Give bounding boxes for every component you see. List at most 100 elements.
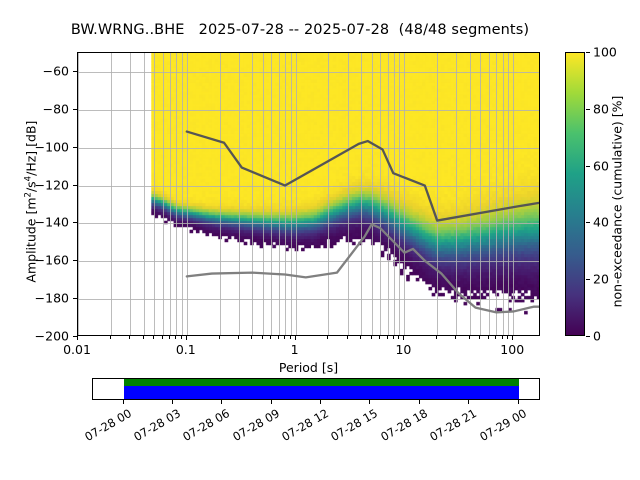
time-coverage-bar[interactable]	[92, 378, 540, 400]
y-tick-major	[73, 222, 77, 224]
gridline-horizontal	[78, 71, 539, 73]
y-tick-major	[73, 260, 77, 262]
x-tick-label: 10	[395, 342, 412, 357]
x-tick-minor	[379, 336, 381, 339]
gridline-vertical	[508, 53, 510, 335]
gridline-vertical	[399, 53, 401, 335]
gridline-vertical	[162, 53, 164, 335]
gridline-vertical	[489, 53, 491, 335]
gridline-vertical	[513, 53, 515, 335]
y-tick-label: −200	[34, 328, 69, 344]
x-tick-minor	[327, 336, 329, 339]
x-tick-minor	[175, 336, 177, 339]
x-tick-minor	[488, 336, 490, 339]
page-title: BW.WRNG..BHE 2025-07-28 -- 2025-07-28 (4…	[70, 22, 530, 38]
gridline-horizontal	[78, 299, 539, 301]
coverage-tick	[270, 400, 272, 404]
y-tick-major	[73, 146, 77, 148]
gridline-vertical	[285, 53, 287, 335]
colorbar-tick-label: 80	[593, 101, 609, 117]
x-tick-minor	[346, 336, 348, 339]
gridline-vertical	[238, 53, 240, 335]
colorbar-label: non-exceedance (cumulative) [%]	[609, 95, 625, 308]
x-tick-minor	[128, 336, 130, 339]
x-tick-minor	[360, 336, 362, 339]
y-tick-label: −60	[42, 63, 69, 79]
coverage-band-green	[123, 379, 519, 386]
x-tick-minor	[161, 336, 163, 339]
gridline-vertical	[110, 53, 112, 335]
gridline-horizontal	[78, 261, 539, 263]
coverage-tick-label: 07-28 09	[229, 406, 282, 444]
gridline-vertical	[143, 53, 145, 335]
coverage-tick	[320, 400, 321, 404]
coverage-fill	[123, 379, 519, 399]
x-tick-minor	[180, 336, 182, 339]
y-axis-label: Amplitude [m2/s4/Hz] [dB]	[23, 120, 39, 283]
colorbar-tick-label: 20	[593, 271, 609, 287]
coverage-tick	[369, 400, 371, 404]
x-tick-minor	[142, 336, 144, 339]
gridline-horizontal	[78, 109, 539, 111]
gridline-vertical	[154, 53, 156, 335]
x-tick-minor	[468, 336, 470, 339]
x-tick-major	[185, 336, 187, 340]
gridline-vertical	[271, 53, 273, 335]
gridline-vertical	[371, 53, 373, 335]
coverage-tick-label: 07-28 06	[180, 406, 233, 444]
colorbar-tick-label: 0	[593, 328, 601, 344]
gridline-vertical	[469, 53, 471, 335]
gridline-vertical	[456, 53, 458, 335]
gridline-vertical	[181, 53, 183, 335]
x-tick-minor	[398, 336, 400, 339]
coverage-tick	[418, 400, 420, 404]
x-tick-minor	[495, 336, 497, 339]
gridline-vertical	[186, 53, 188, 335]
x-tick-minor	[277, 336, 279, 339]
y-tick-label: −140	[34, 214, 69, 230]
x-tick-minor	[153, 336, 155, 339]
x-tick-minor	[392, 336, 394, 339]
colorbar-gradient	[566, 53, 584, 335]
x-tick-minor	[251, 336, 253, 339]
gridline-vertical	[502, 53, 504, 335]
gridline-vertical	[219, 53, 221, 335]
x-tick-minor	[436, 336, 438, 339]
noise-model-lines	[185, 130, 539, 314]
colorbar[interactable]	[565, 52, 585, 336]
gridline-vertical	[78, 53, 79, 335]
colorbar-tick-label: 100	[593, 44, 617, 60]
y-tick-major	[73, 298, 77, 300]
gridline-horizontal	[78, 147, 539, 149]
x-tick-minor	[370, 336, 372, 339]
coverage-tick-label: 07-28 03	[131, 406, 183, 444]
x-tick-minor	[501, 336, 503, 339]
x-tick-minor	[261, 336, 263, 339]
x-tick-label: 0.01	[63, 342, 91, 357]
y-tick-major	[73, 184, 77, 186]
y-tick-label: −160	[34, 252, 69, 268]
coverage-tick	[517, 400, 519, 404]
colorbar-tick-label: 60	[593, 158, 609, 174]
x-tick-minor	[479, 336, 481, 339]
x-tick-minor	[289, 336, 291, 339]
ppsd-plot-area[interactable]	[77, 52, 540, 336]
coverage-tick	[221, 400, 223, 404]
coverage-tick	[122, 400, 124, 404]
colorbar-tick	[586, 165, 590, 167]
gridline-vertical	[129, 53, 131, 335]
coverage-tick-label: 07-28 00	[81, 406, 134, 444]
coverage-band-blue	[123, 385, 519, 399]
x-tick-major	[77, 336, 78, 340]
colorbar-tick	[586, 222, 590, 224]
gridline-horizontal	[78, 185, 539, 187]
colorbar-tick	[586, 336, 590, 337]
colorbar-tick	[586, 108, 590, 110]
gridline-vertical	[387, 53, 389, 335]
y-tick-label: −120	[34, 177, 69, 193]
x-tick-minor	[218, 336, 220, 339]
x-tick-minor	[270, 336, 272, 339]
x-axis-label: Period [s]	[278, 360, 339, 375]
y-tick-label: −80	[42, 101, 69, 117]
